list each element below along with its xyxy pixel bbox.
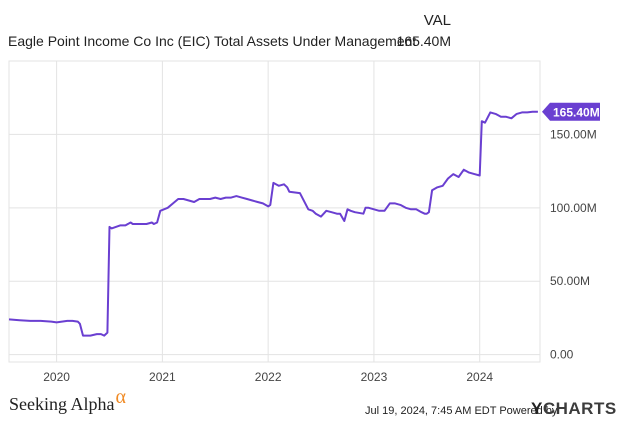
x-tick-label: 2020 xyxy=(43,370,70,384)
x-tick-label: 2023 xyxy=(361,370,388,384)
last-value-marker: 165.40M xyxy=(542,102,600,121)
ycharts-brand-text: CHARTS xyxy=(542,399,617,418)
last-value-badge xyxy=(542,102,600,121)
current-value: 165.40M xyxy=(396,33,451,49)
powered-by-text: Powered by xyxy=(499,405,558,417)
plot-frame xyxy=(8,60,541,363)
last-value-label: 165.40M xyxy=(553,105,600,119)
grid-lines xyxy=(8,60,541,363)
logo-text: Seeking Alpha xyxy=(9,394,115,414)
x-tick-label: 2021 xyxy=(149,370,176,384)
y-tick-label: 50.00M xyxy=(550,274,590,288)
alpha-icon: α xyxy=(115,386,126,408)
ycharts-y-icon: Y xyxy=(531,399,543,418)
value-column-header: VAL xyxy=(423,12,451,29)
y-tick-label: 0.00 xyxy=(550,348,574,362)
ycharts-logo: YCHARTS xyxy=(531,399,617,419)
chart-header: VAL Eagle Point Income Co Inc (EIC) Tota… xyxy=(0,0,635,56)
seeking-alpha-logo: Seeking Alphaα xyxy=(9,386,126,416)
series-line-aum xyxy=(8,110,538,337)
x-axis: 2020 2021 2022 2023 2024 xyxy=(43,370,493,384)
x-tick-label: 2022 xyxy=(255,370,282,384)
y-axis: 0.00 50.00M 100.00M 150.00M xyxy=(550,127,597,361)
series-group xyxy=(8,110,538,337)
y-tick-label: 150.00M xyxy=(550,127,597,141)
timestamp-text: Jul 19, 2024, 7:45 AM EDT xyxy=(365,405,497,417)
footer-timestamp: Jul 19, 2024, 7:45 AM EDT Powered by xyxy=(365,405,557,417)
chart-title: Eagle Point Income Co Inc (EIC) Total As… xyxy=(8,33,417,49)
y-tick-label: 100.00M xyxy=(550,201,597,215)
x-tick-label: 2024 xyxy=(466,370,493,384)
